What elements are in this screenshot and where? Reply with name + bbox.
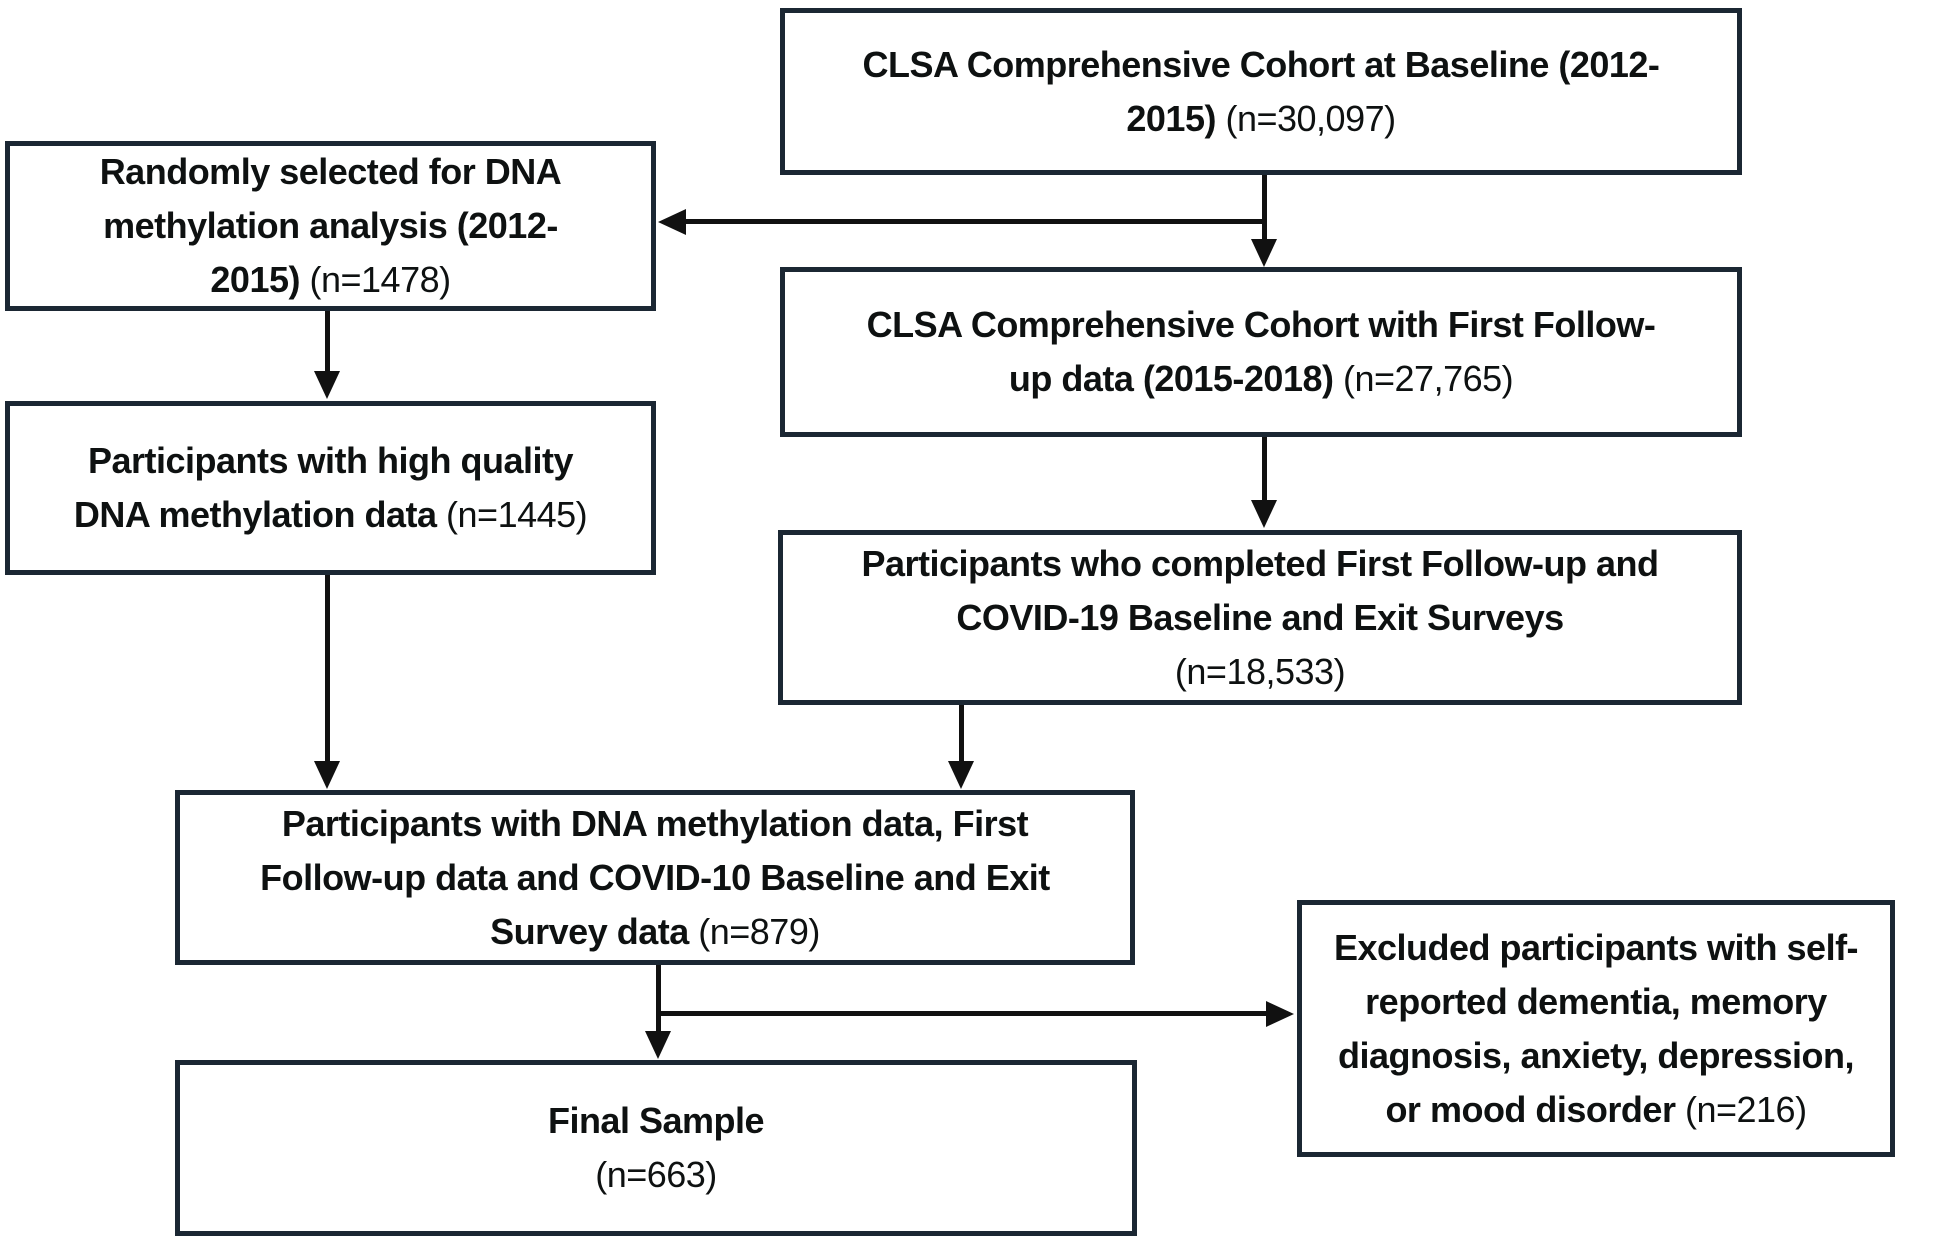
arrowhead-down-icon (1251, 239, 1277, 267)
box-text-line: Randomly selected for DNA (99, 151, 562, 192)
box-text-line: Participants who completed First Follow-… (861, 542, 1659, 584)
arrow-merged-to-excluded-line (656, 1011, 1266, 1016)
arrowhead-down-icon (645, 1031, 671, 1059)
arrowhead-down-icon (314, 371, 340, 399)
box-text-line: Participants with high quality (87, 440, 574, 481)
arrow-covid-to-merged-line (959, 705, 964, 763)
arrow-merged-to-final-line (656, 965, 661, 1033)
arrowhead-down-icon (314, 761, 340, 789)
box-text-line: or mood disorder (n=216) (1385, 1088, 1807, 1130)
box-text-line: Participants with DNA methylation data, … (281, 802, 1029, 844)
arrowhead-down-icon (948, 761, 974, 789)
arrow-followup-to-covid-line (1262, 437, 1267, 503)
box-text-line: CLSA Comprehensive Cohort with First Fol… (866, 304, 1656, 345)
box-text-line: reported dementia, memory (1365, 980, 1827, 1022)
box-baseline-cohort: CLSA Comprehensive Cohort at Baseline (2… (780, 8, 1742, 175)
box-high-quality-dna: Participants with high quality DNA methy… (5, 401, 656, 575)
box-text-line: 2015) (n=1478) (210, 259, 451, 300)
box-text-line: Final Sample (547, 1100, 765, 1141)
box-final-sample: Final Sample (n=663) (175, 1060, 1137, 1236)
arrow-random-to-highquality-line (325, 311, 330, 373)
box-covid-surveys-completed: Participants who completed First Follow-… (778, 530, 1742, 705)
box-text-line: COVID-19 Baseline and Exit Surveys (956, 596, 1564, 638)
box-merged-dna-followup-covid: Participants with DNA methylation data, … (175, 790, 1135, 965)
box-text-line: (n=663) (595, 1154, 717, 1195)
box-text-line: Follow-up data and COVID-10 Baseline and… (260, 856, 1050, 898)
arrowhead-down-icon (1251, 500, 1277, 528)
box-text-line: Survey data (n=879) (490, 910, 820, 952)
arrowhead-left-icon (658, 209, 686, 235)
box-text-line: (n=18,533) (1174, 650, 1346, 692)
box-text-line: CLSA Comprehensive Cohort at Baseline (2… (862, 43, 1660, 85)
box-text-line: diagnosis, anxiety, depression, (1338, 1034, 1855, 1076)
box-randomly-selected-dna: Randomly selected for DNA methylation an… (5, 141, 656, 311)
arrowhead-right-icon (1266, 1001, 1294, 1027)
arrow-baseline-to-followup-line (1262, 175, 1267, 241)
arrow-highquality-to-merged-line (325, 575, 330, 763)
box-text-line: DNA methylation data (n=1445) (73, 494, 588, 535)
box-text-line: up data (2015-2018) (n=27,765) (1008, 358, 1514, 399)
box-excluded-participants: Excluded participants with self- reporte… (1297, 900, 1895, 1157)
box-text-line: 2015) (n=30,097) (1126, 97, 1396, 139)
box-first-followup-cohort: CLSA Comprehensive Cohort with First Fol… (780, 267, 1742, 437)
box-text-line: Excluded participants with self- (1333, 926, 1859, 968)
arrow-baseline-to-random-dna-line (686, 219, 1267, 224)
box-text-line: methylation analysis (2012- (103, 205, 558, 246)
